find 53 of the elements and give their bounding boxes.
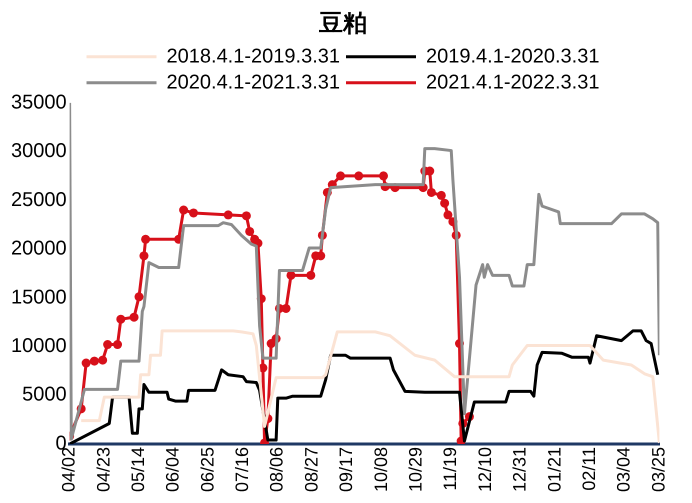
point [306,270,316,280]
point [282,304,291,313]
y-tick-label: 5000 [22,384,67,406]
legend-label: 2019.4.1-2020.3.31 [426,45,600,68]
legend-label: 2018.4.1-2019.3.31 [166,45,340,68]
legend-label: 2020.4.1-2021.3.31 [166,71,340,94]
x-tick-label: 12/31 [510,446,530,492]
point [141,234,150,244]
x-tick-label: 06/04 [162,446,183,492]
x-tick-label: 09/17 [336,446,356,492]
x-tick-label: 07/16 [232,446,252,492]
x-tick-label: 03/25 [648,446,668,492]
point [242,211,251,220]
x-tick-label: 10/08 [370,446,391,492]
x-tick-label: 10/29 [406,446,426,492]
point [436,190,446,200]
point [379,171,388,180]
point [90,356,99,366]
point [245,226,254,236]
y-tick-label: 10000 [10,335,67,357]
point [98,356,108,365]
point [134,292,144,302]
y-tick-label: 35000 [10,91,67,114]
x-tick-label: 08/06 [266,446,287,492]
point [426,188,436,197]
x-tick-label: 11/19 [440,446,460,491]
x-tick-label: 04/23 [93,446,114,492]
point [130,312,139,322]
point [82,358,91,368]
point [116,314,126,324]
point [336,171,346,180]
point [224,210,233,220]
point [179,206,188,215]
y-tick-label: 30000 [10,140,67,162]
x-tick-label: 03/04 [614,446,634,492]
point [103,340,112,350]
x-tick-label: 12/10 [474,446,495,492]
y-tick-label: 25000 [10,188,67,211]
point [113,340,122,350]
x-tick-label: 08/27 [301,446,322,492]
chart-title: 豆粕 [318,10,367,38]
point [189,208,198,218]
x-tick-label: 06/25 [197,446,218,492]
x-tick-label: 05/14 [128,446,148,492]
y-tick-label: 20000 [10,238,67,260]
x-tick-label: 02/11 [578,446,599,491]
point [443,210,452,220]
x-tick-label: 01/21 [544,446,564,492]
y-tick-label: 15000 [10,286,67,308]
point [354,171,364,180]
point [139,251,148,260]
point [440,198,450,208]
legend-label: 2021.4.1-2022.3.31 [426,71,600,94]
